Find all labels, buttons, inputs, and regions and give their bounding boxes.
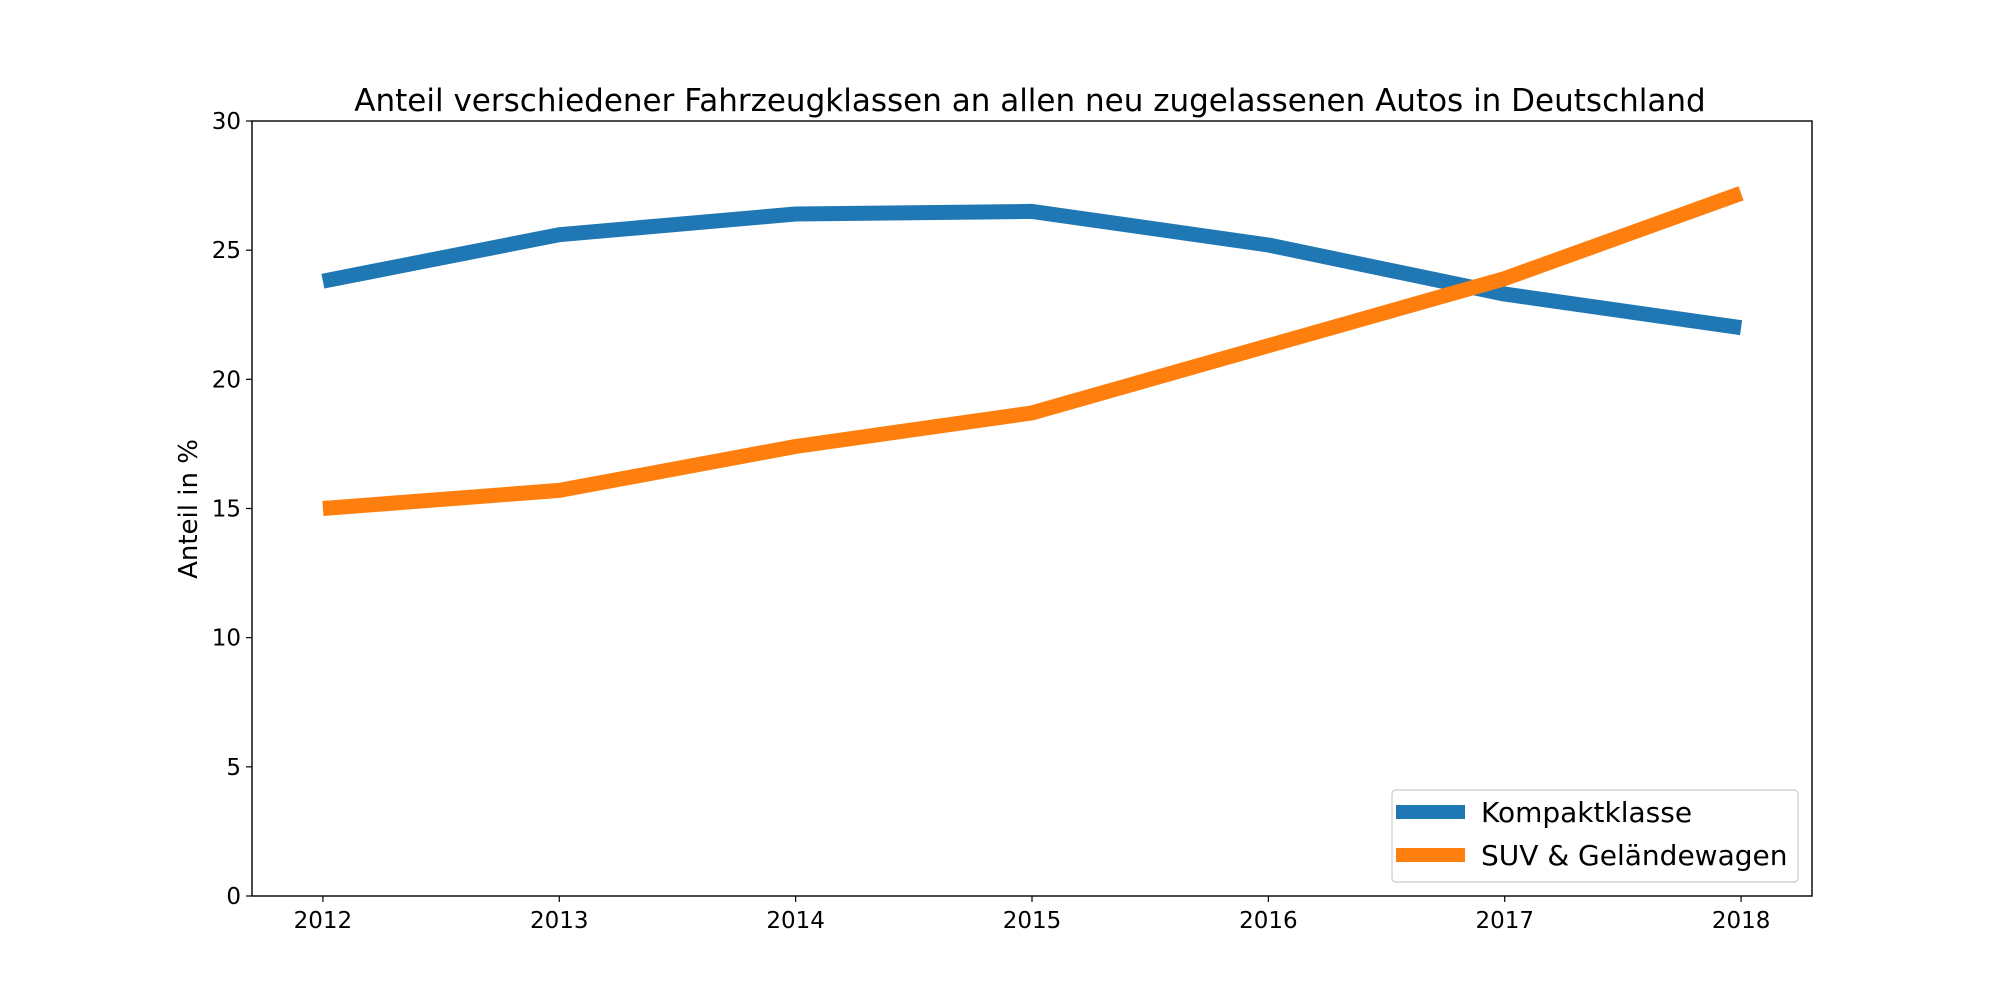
y-tick-label-10: 10	[212, 626, 241, 652]
x-tick-label-2016: 2016	[1239, 908, 1298, 934]
legend-label-suv-gelaendewagen: SUV & Geländewagen	[1481, 839, 1787, 872]
series-layer	[321, 186, 1744, 516]
x-tick-label-2012: 2012	[294, 908, 353, 934]
y-axis-label: Anteil in %	[174, 439, 204, 579]
y-tick-label-25: 25	[212, 238, 241, 264]
legend-frame	[1391, 789, 1799, 883]
x-axis: 2012 2013 2014 2015 2016 2017 2018	[294, 896, 1771, 934]
y-axis: 0 5 10 15 20 25 30	[212, 109, 252, 910]
plot-frame	[251, 120, 1813, 897]
legend-label-kompaktklasse: Kompaktklasse	[1481, 796, 1692, 829]
x-tick-label-2017: 2017	[1475, 908, 1534, 934]
chart-title: Anteil verschiedener Fahrzeugklassen an …	[354, 83, 1705, 119]
x-tick-label-2018: 2018	[1712, 908, 1771, 934]
y-tick-label-5: 5	[226, 755, 241, 781]
x-tick-label-2014: 2014	[766, 908, 825, 934]
y-tick-label-15: 15	[212, 497, 241, 523]
y-tick-label-20: 20	[212, 367, 241, 393]
x-tick-label-2013: 2013	[530, 908, 589, 934]
y-tick-label-30: 30	[212, 109, 241, 135]
y-tick-label-0: 0	[226, 884, 241, 910]
x-tick-label-2015: 2015	[1003, 908, 1062, 934]
legend: Kompaktklasse SUV & Geländewagen	[1391, 789, 1799, 883]
